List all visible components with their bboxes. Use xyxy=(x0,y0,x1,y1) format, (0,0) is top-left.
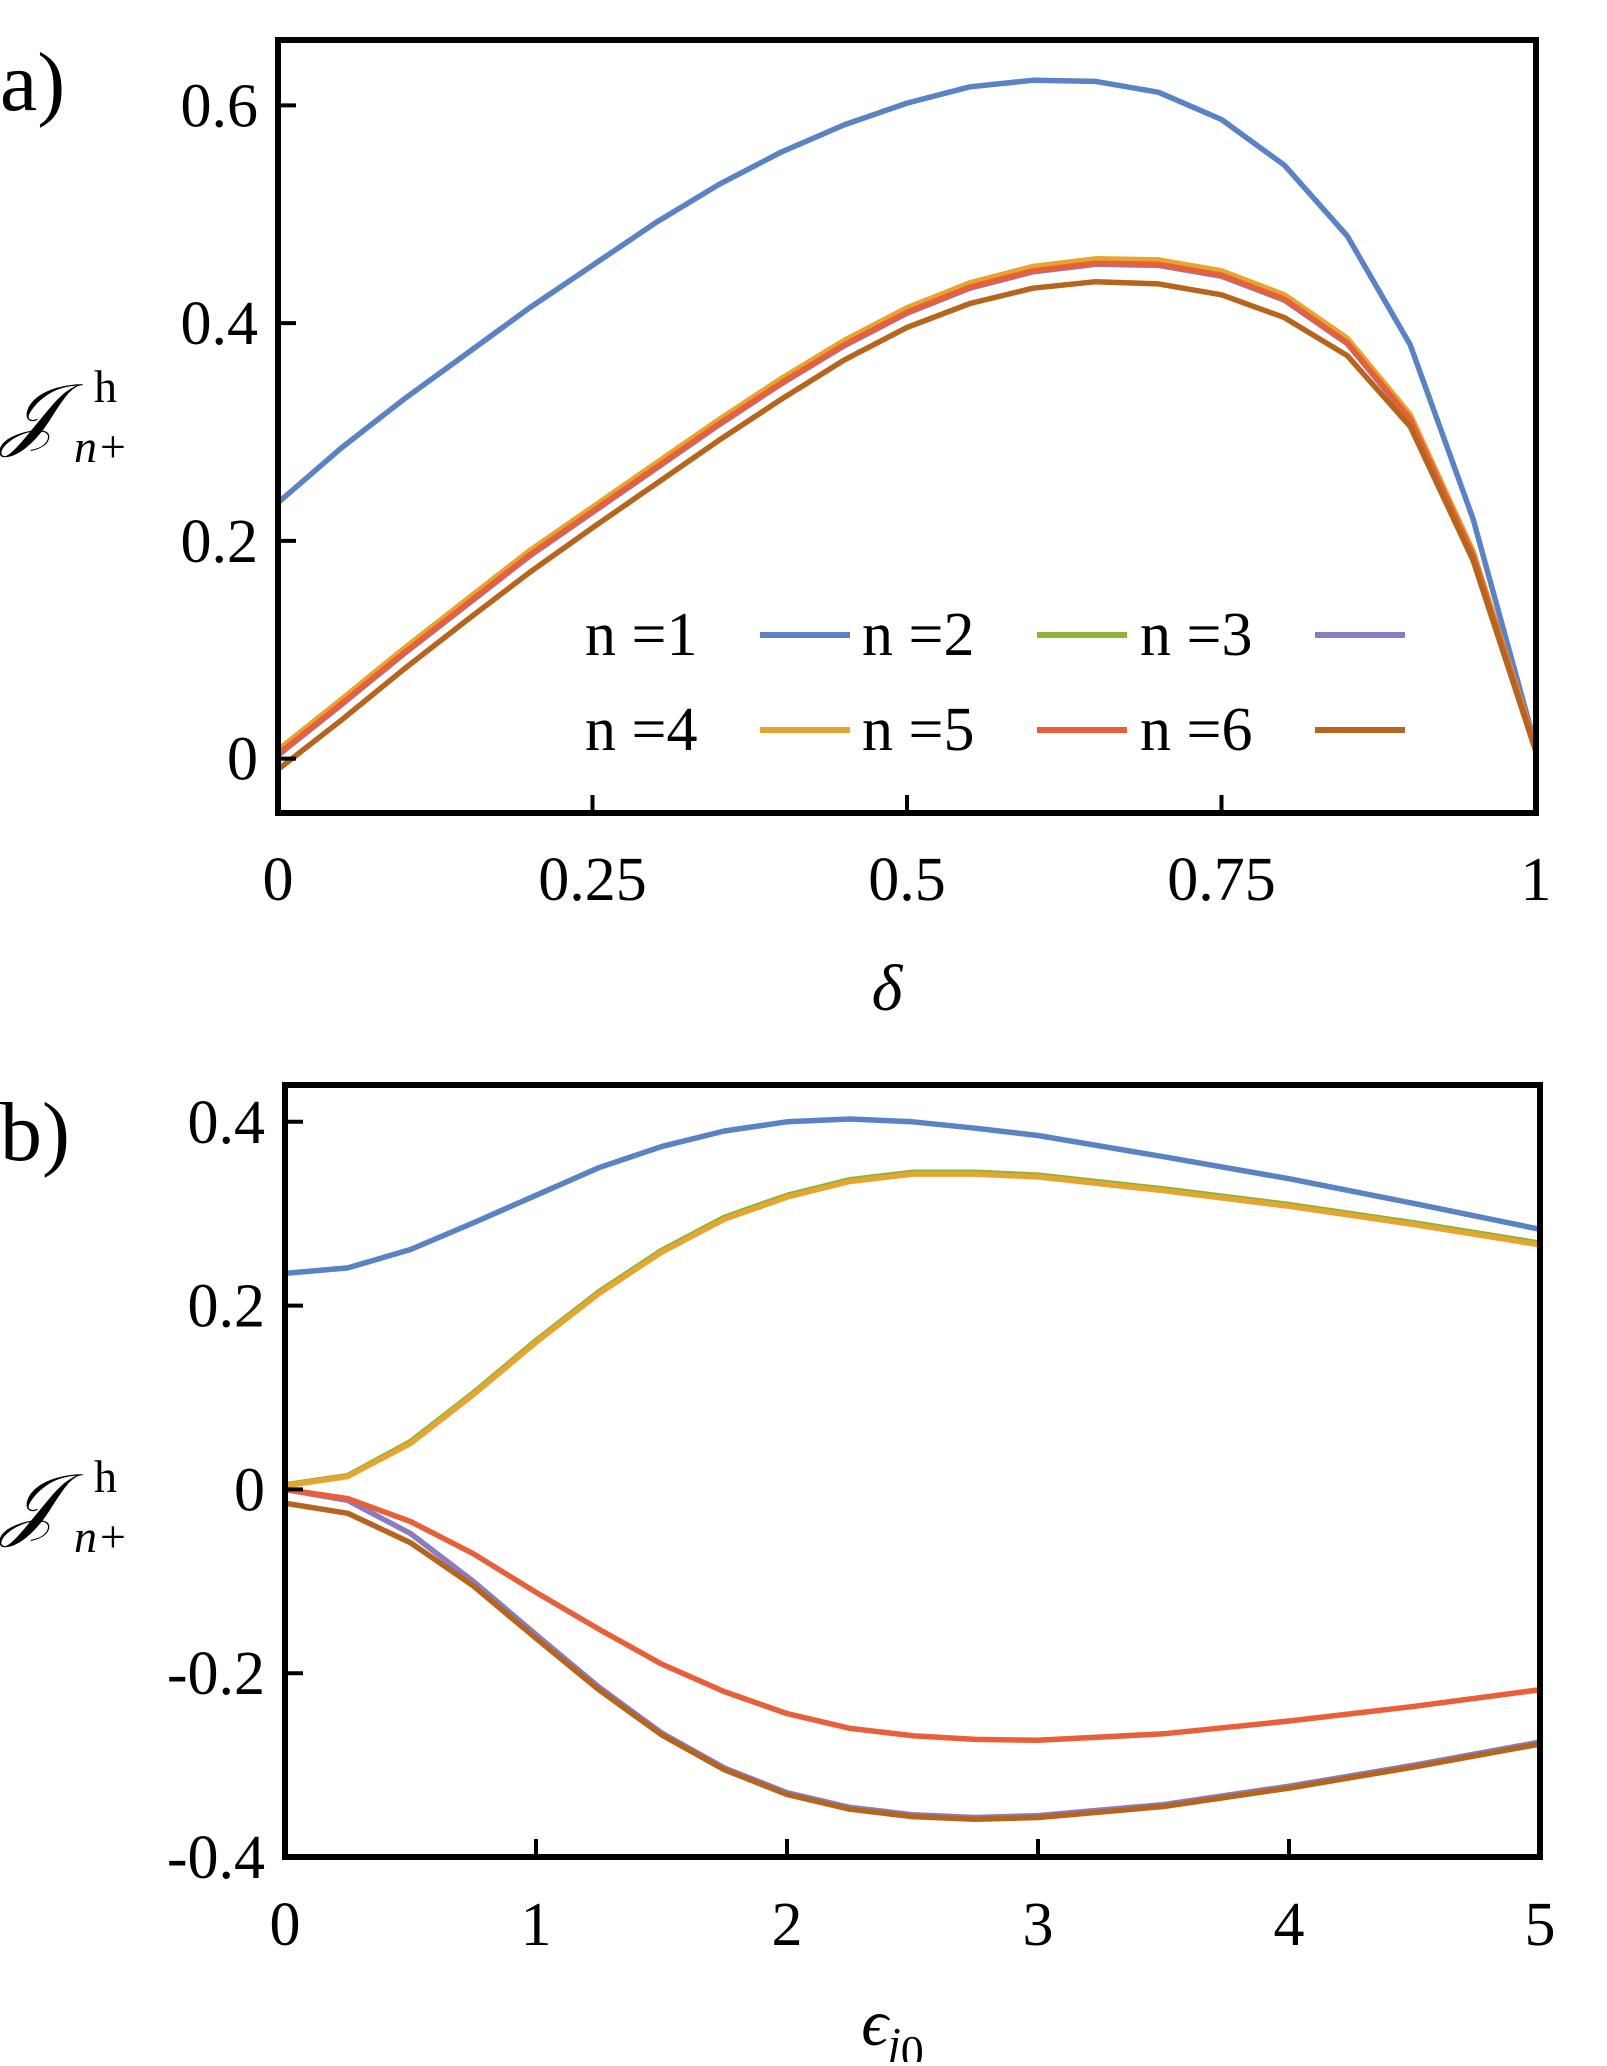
series-line-n2 xyxy=(285,1169,1540,1488)
series-group xyxy=(285,1116,1540,1823)
y-tick-label: -0.2 xyxy=(167,1640,265,1708)
x-tick-label: 0.75 xyxy=(1167,846,1276,914)
y-axis-title-sup: h xyxy=(94,361,117,412)
y-tick-label: 0.4 xyxy=(188,1089,266,1157)
y-axis-title-sup: h xyxy=(94,1451,117,1502)
plot-frame xyxy=(282,1082,1543,1860)
y-axis-title-sub: n+ xyxy=(74,421,128,472)
legend-label-n2: n =2 xyxy=(862,601,974,669)
y-axis-title-sub: n+ xyxy=(74,1511,128,1562)
legend-label-n4: n =4 xyxy=(585,696,697,764)
series-line-n5 xyxy=(285,1486,1540,1744)
series-line-n1 xyxy=(278,77,1536,751)
x-axis-title: δ xyxy=(872,952,904,1025)
x-tick-label: 1 xyxy=(521,1891,552,1959)
x-axis-title-subsub: 0 xyxy=(901,2026,924,2062)
x-tick-label: 5 xyxy=(1525,1891,1556,1959)
y-tick-label: 0.2 xyxy=(188,1273,266,1341)
series-line-n3 xyxy=(285,1486,1540,1821)
y-tick-label: 0.2 xyxy=(181,508,259,576)
x-tick-label: 2 xyxy=(772,1891,803,1959)
x-tick-label: 1 xyxy=(1521,846,1552,914)
series-line-n6 xyxy=(278,278,1536,773)
chart-panel-a: 0 0.25 0.5 0.75 100.20.40.6a)𝒥 h n+δn =1 n =2 n … xyxy=(0,36,1552,1025)
y-axis-title-main: 𝒥 xyxy=(0,1460,83,1548)
x-axis-title-main: ϵ xyxy=(861,1987,890,2060)
series-line-n4 xyxy=(278,256,1536,753)
panel-label: a) xyxy=(0,36,65,129)
series-line-n4 xyxy=(285,1171,1540,1489)
y-tick-label: 0 xyxy=(227,726,258,794)
panel-label: b) xyxy=(0,1086,70,1179)
legend-label-n1: n =1 xyxy=(585,601,697,669)
series-group xyxy=(278,77,1536,773)
x-tick-label: 4 xyxy=(1274,1891,1305,1959)
x-tick-label: 0 xyxy=(263,846,294,914)
y-tick-label: -0.4 xyxy=(167,1824,265,1892)
series-line-n1 xyxy=(285,1116,1540,1277)
x-tick-label: 0.25 xyxy=(538,846,647,914)
x-tick-label: 3 xyxy=(1023,1891,1054,1959)
series-line-n6 xyxy=(285,1500,1540,1823)
x-axis-title: ϵj0 xyxy=(861,1987,923,2062)
y-axis-title-main: 𝒥 xyxy=(0,370,83,458)
legend: n =1 n =2 n =3 n =4 n =5 n =6 xyxy=(585,601,1405,764)
chart-panel-b: 0 1 2 3 4 5-0.4-0.200.20.4b)𝒥 h n+ϵj0 xyxy=(0,1082,1556,2066)
x-tick-label: 0.5 xyxy=(868,846,946,914)
legend-label-n6: n =6 xyxy=(1140,696,1252,764)
x-tick-label: 0 xyxy=(270,1891,301,1959)
y-tick-label: 0.4 xyxy=(181,290,259,358)
x-axis-title-main: δ xyxy=(872,952,904,1025)
legend-label-n3: n =3 xyxy=(1140,601,1252,669)
series-line-n5 xyxy=(278,260,1536,757)
y-tick-label: 0.6 xyxy=(181,72,259,140)
series-line-n2 xyxy=(278,257,1536,754)
legend-label-n5: n =5 xyxy=(862,696,974,764)
x-axis-title-sub: j xyxy=(883,2018,901,2062)
y-tick-label: 0 xyxy=(234,1456,265,1524)
